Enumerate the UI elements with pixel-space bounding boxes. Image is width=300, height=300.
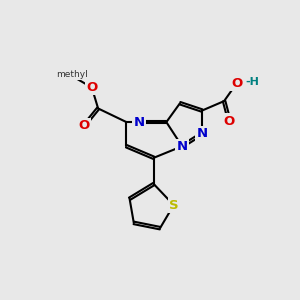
Text: N: N (176, 140, 188, 153)
Text: O: O (79, 119, 90, 132)
Text: O: O (224, 115, 235, 128)
Text: S: S (169, 199, 178, 212)
Text: O: O (231, 77, 242, 90)
Text: N: N (134, 116, 145, 129)
Text: O: O (86, 81, 98, 94)
Text: -H: -H (245, 77, 260, 87)
Text: methyl: methyl (56, 70, 88, 79)
Text: N: N (196, 127, 208, 140)
